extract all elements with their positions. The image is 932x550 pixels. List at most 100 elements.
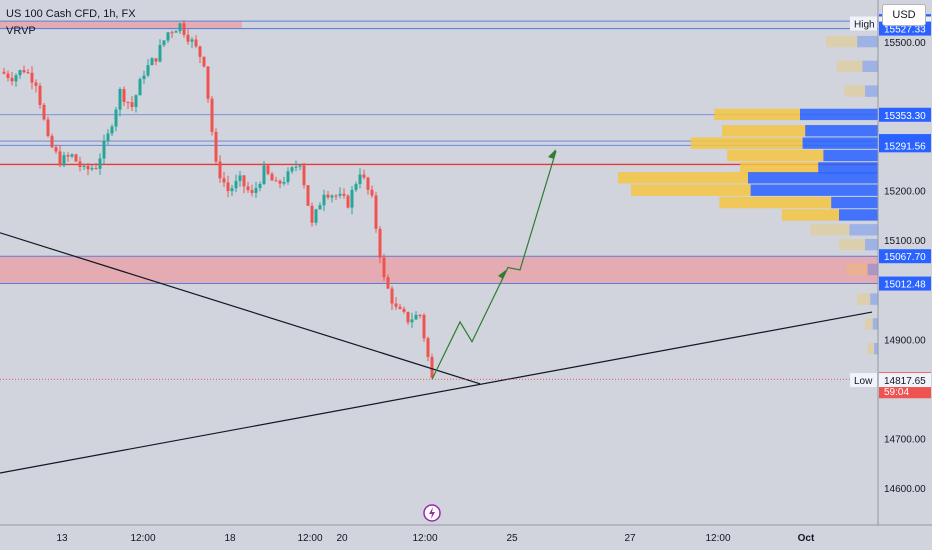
candle-body [58,151,62,166]
price-tick-label: 15200.00 [884,187,926,198]
volume-profile-bar [800,108,878,121]
volume-profile-bar [714,108,800,121]
candle-body [262,165,266,185]
countdown-label: 59:04 [884,387,909,398]
candle-body [294,166,298,168]
candle-body [322,194,326,206]
volume-profile-bar [867,342,875,355]
price-label-box [879,138,931,153]
candle-body [338,193,342,196]
candle-body [226,182,230,192]
candle-body [94,168,98,170]
candle-body [86,165,90,170]
price-label: 15353.30 [884,111,926,122]
candle-body [134,95,138,107]
price-tag-box [850,16,877,31]
volume-profile-bar [831,196,878,209]
price-label-box [879,249,931,264]
price-tick-label: 14700.00 [884,434,926,445]
candle-body [90,168,94,170]
price-label: 15012.48 [884,280,926,291]
candle-body [6,73,10,78]
volume-profile-bar [846,263,868,276]
price-label: 14817.65 [884,376,926,387]
candle-body [250,190,254,193]
candle-body [214,131,218,162]
price-tick-label: 15100.00 [884,236,926,247]
candle-body [102,141,106,159]
candle-body [386,277,390,289]
candle-body [358,174,362,185]
currency-button[interactable]: USD [882,4,926,26]
candle-body [370,189,374,196]
candle-body [82,165,86,167]
candle-body [222,178,226,183]
price-label: 15527.33 [884,25,926,36]
candle-body [270,173,274,181]
candle-body [22,70,26,73]
candle-body [334,195,338,197]
volume-profile-bar [631,184,751,196]
volume-profile-bar [857,35,878,48]
candle-body [398,306,402,309]
candle-body [278,180,282,184]
candle-body [74,154,78,162]
volume-profile-bar [826,35,858,48]
candle-body [238,175,242,181]
volume-profile-bar [844,85,865,97]
candle-body [106,133,110,142]
candle-body [286,171,290,183]
volume-profile-bar [865,318,873,330]
volume-profile-bar [818,162,878,174]
candle-body [318,205,322,210]
volume-profile-bar [690,137,803,149]
price-tag: High [854,19,875,30]
candle-body [326,194,330,198]
candle-body [98,158,102,169]
candle-body [410,319,414,323]
arrowhead [548,149,556,160]
candle-body [174,31,178,33]
candle-body [290,167,294,172]
candle-body [190,39,194,42]
candle-body [154,58,158,62]
candle-body [302,165,306,186]
candle-body [242,175,246,187]
candle-body [310,205,314,223]
volume-profile-bar [865,238,878,251]
candle-body [150,58,154,66]
candle-body [18,70,22,76]
candle-body [422,314,426,339]
candle-body [266,165,270,174]
candle-body [306,185,310,206]
volume-profile-bar [748,172,878,184]
candle-body [374,195,378,229]
candle-body [194,39,198,47]
candle-body [362,174,366,178]
candle-body [62,155,66,166]
indicator-label[interactable]: VRVP [6,25,36,37]
price-label: 15067.70 [884,252,926,263]
candle-body [138,79,142,96]
time-tick-label: 18 [224,533,236,544]
supply-demand-zone [0,256,878,284]
candle-body [202,56,206,67]
volume-profile-bar [781,209,839,221]
candle-body [34,82,38,86]
volume-profile-bar [810,224,850,236]
volume-profile-bar [823,149,878,162]
volume-profile-bar [805,125,878,137]
volume-profile-bar [839,238,865,251]
candle-body [430,357,434,378]
candle-body [54,147,58,152]
candle-body [126,101,130,103]
candle-body [390,288,394,304]
candle-body [166,32,170,41]
trend-line [0,311,873,474]
candle-body [122,89,126,102]
candle-body [26,72,30,74]
candle-body [70,154,74,157]
candle-body [30,72,34,83]
